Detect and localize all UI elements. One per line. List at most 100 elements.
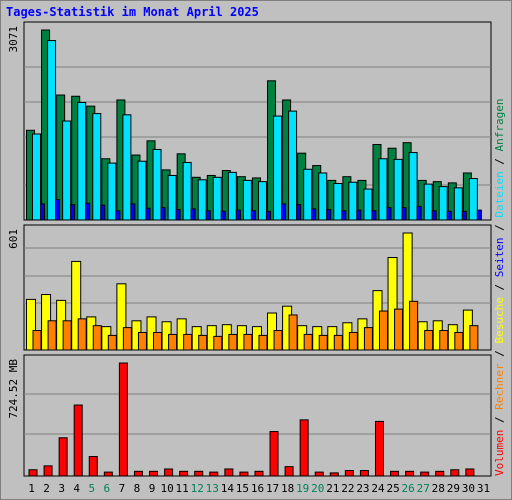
- x-tick-label: 21: [326, 482, 339, 495]
- bar-volumen: [73, 404, 83, 477]
- bar-seiten: [190, 208, 196, 221]
- x-tick-label: 4: [73, 482, 80, 495]
- bar-dateien: [212, 176, 222, 221]
- legend-part: /: [493, 410, 506, 430]
- bar-volumen: [299, 419, 309, 477]
- legend-part: Volumen: [493, 430, 506, 476]
- bar-volumen: [58, 437, 68, 477]
- x-tick-label: 5: [88, 482, 95, 495]
- bar-rechner: [333, 334, 343, 351]
- bar-rechner: [62, 320, 72, 351]
- x-tick-label: 11: [176, 482, 189, 495]
- bar-rechner: [409, 300, 419, 351]
- bar-dateien: [182, 161, 192, 221]
- bar-seiten: [175, 208, 181, 221]
- bar-seiten: [461, 210, 467, 221]
- bar-dateien: [152, 148, 162, 221]
- bar-dateien: [197, 179, 207, 221]
- bar-seiten: [145, 207, 151, 221]
- x-tick-label: 6: [104, 482, 111, 495]
- bar-rechner: [213, 335, 223, 351]
- bar-volumen: [450, 469, 460, 477]
- bar-rechner: [243, 333, 253, 351]
- bar-dateien: [408, 152, 418, 221]
- bar-seiten: [326, 208, 332, 221]
- bar-rechner: [198, 334, 208, 351]
- bar-rechner: [288, 314, 298, 351]
- bar-seiten: [476, 209, 482, 221]
- bar-dateien: [107, 162, 117, 221]
- bar-dateien: [423, 183, 433, 221]
- bar-rechner: [107, 334, 117, 351]
- bar-volumen: [103, 471, 113, 477]
- x-tick-label: 7: [119, 482, 126, 495]
- bar-dateien: [137, 160, 147, 221]
- bar-seiten: [431, 210, 437, 221]
- bar-volumen: [269, 431, 279, 477]
- bar-volumen: [118, 362, 128, 477]
- bar-dateien: [122, 114, 132, 221]
- bar-rechner: [183, 333, 193, 351]
- bar-besuche: [402, 232, 413, 351]
- bar-seiten: [85, 202, 91, 221]
- bar-rechner: [424, 330, 434, 351]
- x-tick-label: 19: [296, 482, 309, 495]
- bar-dateien: [288, 110, 298, 221]
- x-tick-label: 20: [311, 482, 324, 495]
- x-tick-label: 12: [191, 482, 204, 495]
- x-tick-label: 31: [477, 482, 490, 495]
- x-tick-label: 2: [43, 482, 50, 495]
- bar-seiten: [416, 205, 422, 221]
- bar-dateien: [333, 182, 343, 221]
- bar-besuche: [116, 283, 127, 351]
- x-tick-label: 28: [432, 482, 445, 495]
- bar-volumen: [224, 468, 234, 477]
- bar-rechner: [168, 333, 178, 351]
- bar-seiten: [115, 210, 121, 221]
- x-tick-label: 9: [149, 482, 156, 495]
- x-tick-label: 8: [134, 482, 141, 495]
- bar-dateien: [242, 179, 252, 221]
- legend-part: Anfragen: [493, 98, 506, 151]
- legend-part: Besuche: [493, 297, 506, 343]
- x-tick-label: 15: [236, 482, 249, 495]
- bar-rechner: [363, 327, 373, 351]
- bar-seiten: [55, 199, 61, 221]
- x-tick-label: 18: [281, 482, 294, 495]
- bar-volumen: [209, 471, 219, 477]
- bar-dateien: [167, 174, 177, 221]
- legend-part: /: [493, 218, 506, 238]
- chart-title: Tages-Statistik im Monat April 2025: [6, 5, 259, 19]
- bar-rechner: [122, 327, 132, 351]
- y-max-label: 724.52 MB: [7, 359, 20, 419]
- bar-rechner: [153, 331, 163, 351]
- bar-rechner: [32, 330, 42, 351]
- x-tick-label: 24: [371, 482, 385, 495]
- bar-seiten: [205, 210, 211, 221]
- bar-seiten: [160, 207, 166, 221]
- bar-volumen: [284, 466, 294, 477]
- bar-rechner: [348, 331, 358, 351]
- bar-seiten: [386, 207, 392, 221]
- bar-rechner: [394, 308, 404, 351]
- bar-volumen: [405, 470, 415, 477]
- bar-seiten: [341, 210, 347, 221]
- legend-part: /: [493, 151, 506, 171]
- bar-seiten: [265, 210, 271, 221]
- x-tick-label: 10: [160, 482, 173, 495]
- x-tick-label: 26: [402, 482, 415, 495]
- bar-seiten: [235, 209, 241, 221]
- bar-volumen: [420, 471, 430, 477]
- bar-volumen: [254, 470, 264, 477]
- bar-besuche: [387, 257, 398, 351]
- bar-seiten: [281, 203, 287, 221]
- bar-seiten: [371, 210, 377, 221]
- bar-volumen: [88, 456, 98, 477]
- bar-volumen: [329, 472, 339, 477]
- bar-rechner: [47, 320, 57, 351]
- bar-seiten: [296, 204, 302, 221]
- bar-dateien: [318, 172, 328, 221]
- legend-part: /: [493, 344, 506, 364]
